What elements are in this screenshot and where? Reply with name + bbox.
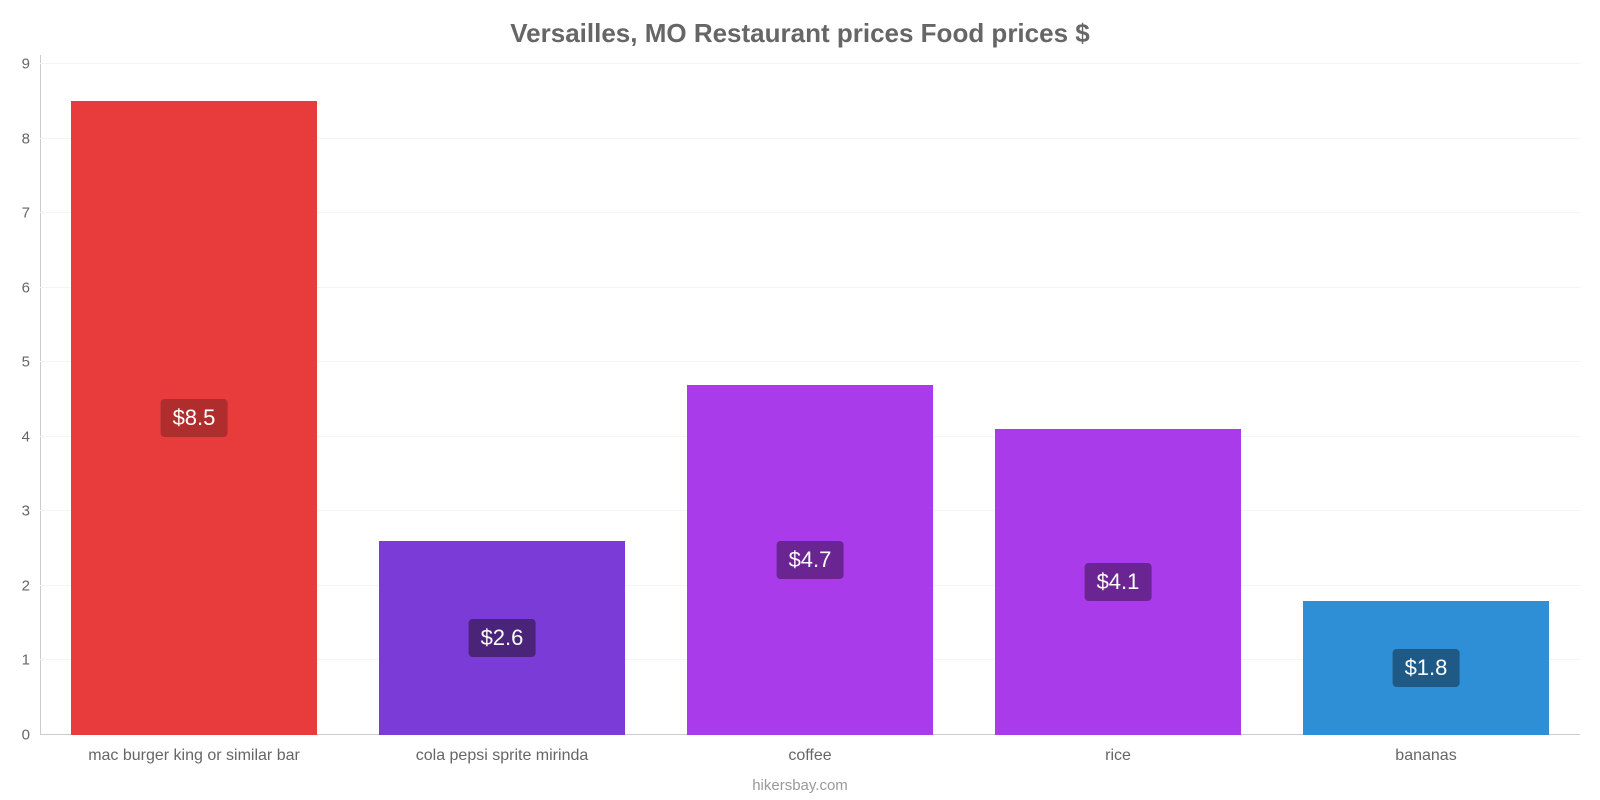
x-category-label: coffee [788, 735, 831, 765]
y-tick-label: 3 [22, 503, 40, 520]
y-tick-label: 0 [22, 727, 40, 744]
x-category-label: cola pepsi sprite mirinda [416, 735, 589, 765]
bar-value-label: $4.1 [1085, 563, 1152, 601]
bar-value-label: $4.7 [777, 541, 844, 579]
y-tick-label: 1 [22, 652, 40, 669]
x-category-label: rice [1105, 735, 1131, 765]
bar-value-label: $8.5 [161, 399, 228, 437]
y-tick-label: 5 [22, 354, 40, 371]
gridline [40, 63, 1580, 64]
y-axis-line [40, 55, 41, 735]
source-label: hikersbay.com [0, 777, 1600, 794]
y-tick-label: 4 [22, 428, 40, 445]
bar: $4.7 [687, 385, 933, 735]
y-tick-label: 8 [22, 130, 40, 147]
chart-title: Versailles, MO Restaurant prices Food pr… [0, 18, 1600, 49]
bar-value-label: $1.8 [1393, 649, 1460, 687]
chart-container: Versailles, MO Restaurant prices Food pr… [0, 0, 1600, 800]
y-tick-label: 2 [22, 577, 40, 594]
y-tick-label: 7 [22, 205, 40, 222]
y-tick-label: 9 [22, 55, 40, 72]
x-category-label: bananas [1395, 735, 1456, 765]
bar: $4.1 [995, 429, 1241, 735]
y-tick-label: 6 [22, 279, 40, 296]
bar: $8.5 [71, 101, 317, 735]
plot-area: 0123456789$8.5mac burger king or similar… [40, 55, 1580, 735]
x-category-label: mac burger king or similar bar [88, 735, 300, 765]
bar-value-label: $2.6 [469, 619, 536, 657]
bar: $1.8 [1303, 601, 1549, 735]
bar: $2.6 [379, 541, 625, 735]
